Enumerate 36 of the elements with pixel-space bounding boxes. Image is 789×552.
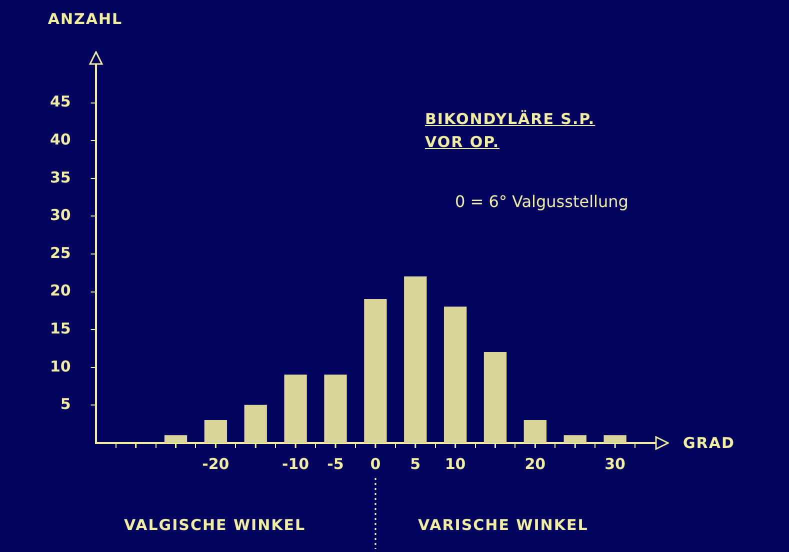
y-tick-label: 5 <box>60 395 71 414</box>
bar <box>524 420 547 443</box>
bar <box>284 374 307 443</box>
y-tick-label: 30 <box>50 206 71 224</box>
bar <box>564 435 586 443</box>
bar <box>604 435 626 443</box>
x-tick-label: -10 <box>282 454 310 473</box>
bar <box>404 276 427 443</box>
bar <box>244 404 267 443</box>
x-tick-label: 10 <box>444 454 466 473</box>
text: VALGISCHE WINKEL <box>124 516 306 534</box>
x-tick-label: -5 <box>327 454 344 473</box>
y-tick-label: 40 <box>50 130 71 148</box>
x-tick-label: -20 <box>202 454 230 473</box>
text: VOR OP. <box>425 133 500 151</box>
bar <box>484 352 507 443</box>
bar <box>164 435 188 443</box>
bar <box>204 420 228 443</box>
bar <box>324 374 347 443</box>
y-axis-title: ANZAHL <box>48 10 123 28</box>
y-tick-label: 20 <box>50 282 71 300</box>
x-tick-label: 5 <box>410 454 421 473</box>
x-tick-label: 0 <box>370 454 381 473</box>
annotation: 0 = 6° Valgusstellung <box>455 192 628 211</box>
bar <box>364 299 387 443</box>
x-axis-title: GRAD <box>683 434 735 452</box>
text: VARISCHE WINKEL <box>418 516 588 534</box>
y-tick-label: 15 <box>50 319 71 338</box>
y-tick-label: 10 <box>50 357 71 376</box>
text: BIKONDYLÄRE S.P. <box>425 110 596 128</box>
x-tick-label: 20 <box>524 454 546 473</box>
y-tick-label: 35 <box>50 168 71 186</box>
x-tick-label: 30 <box>604 454 626 473</box>
y-tick-label: 45 <box>50 92 71 111</box>
bar <box>444 306 467 443</box>
y-tick-label: 25 <box>50 244 71 262</box>
